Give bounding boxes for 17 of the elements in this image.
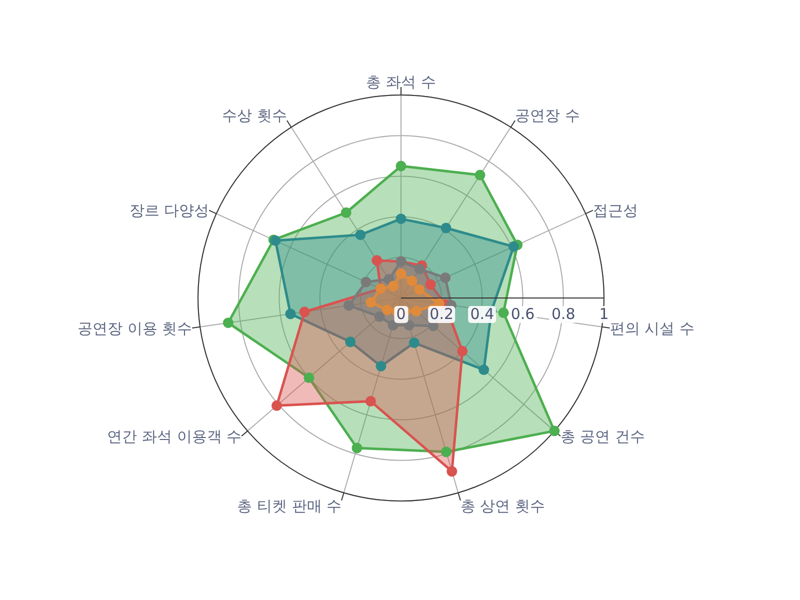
y-tick-label: 0.4 xyxy=(468,305,496,323)
y-tick-label: 0 xyxy=(394,305,408,323)
spoke-label: 수상 횟수 xyxy=(222,106,287,124)
spoke-label: 총 좌석 수 xyxy=(366,73,436,91)
y-tick-label: 0.8 xyxy=(549,305,578,323)
spoke-label: 공연장 수 xyxy=(515,106,580,124)
spoke-label: 총 상연 횟수 xyxy=(460,497,545,516)
spoke-label: 장르 다양성 xyxy=(129,202,210,220)
spoke-label: 총 공연 건수 xyxy=(560,428,646,446)
y-tick-label: 0.2 xyxy=(428,305,456,323)
spoke-label: 총 티켓 판매 수 xyxy=(237,497,342,516)
spoke-label: 연간 좌석 이용객 수 xyxy=(107,428,242,446)
spoke-label: 편의 시설 수 xyxy=(610,319,694,338)
y-tick-label: 0.6 xyxy=(508,305,537,323)
spoke-label: 공연장 이용 횟수 xyxy=(78,319,192,338)
spoke-label: 접근성 xyxy=(592,202,638,220)
y-tick-label: 1 xyxy=(597,305,611,323)
